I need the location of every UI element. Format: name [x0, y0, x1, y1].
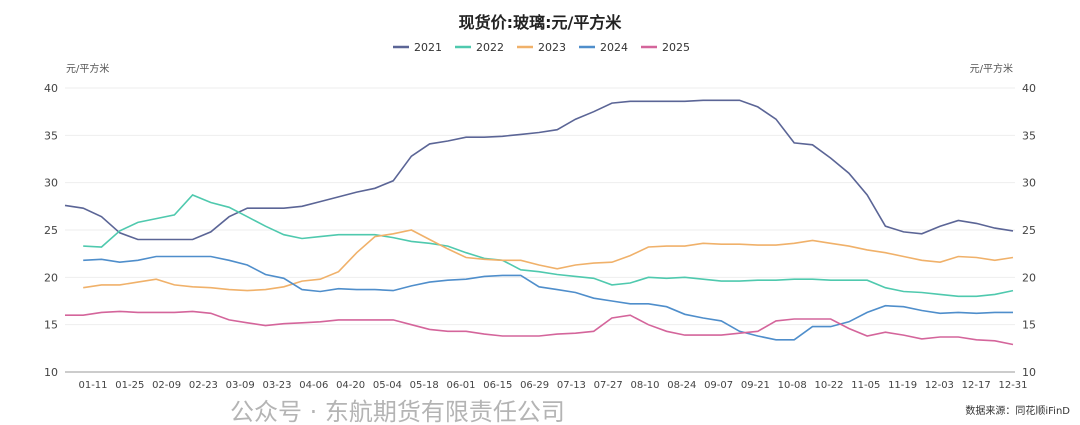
y-tick-label-left: 30	[44, 177, 58, 190]
x-tick-label: 03-09	[226, 380, 255, 391]
x-tick-label: 06-01	[446, 380, 475, 391]
chart-title: 现货价:玻璃:元/平方米	[459, 13, 623, 32]
x-tick-label: 09-07	[704, 380, 733, 391]
series-line-2022	[83, 194, 1014, 298]
x-tick-label: 04-06	[299, 380, 328, 391]
y-tick-label-left: 15	[44, 319, 58, 332]
series-line-2023	[83, 229, 1014, 292]
y-axis-label-right: 元/平方米	[970, 62, 1013, 75]
y-tick-label-left: 40	[44, 82, 58, 95]
y-tick-label-right: 25	[1022, 224, 1036, 237]
legend-label-2022: 2022	[476, 41, 504, 54]
x-tick-label: 12-31	[998, 380, 1027, 391]
x-tick-label: 01-25	[115, 380, 144, 391]
x-tick-label: 05-04	[373, 380, 402, 391]
x-tick-label: 11-05	[851, 380, 880, 391]
legend: 2021 2022 2023 2024 2025	[393, 41, 690, 54]
x-tick-label: 10-08	[778, 380, 807, 391]
x-tick-label: 11-19	[888, 380, 917, 391]
series-lines	[64, 99, 1014, 346]
x-tick-label: 05-18	[410, 380, 439, 391]
x-tick-label: 06-29	[520, 380, 549, 391]
y-tick-label-left: 20	[44, 271, 58, 284]
x-tick-label: 01-11	[78, 380, 107, 391]
x-tick-label: 07-13	[557, 380, 586, 391]
x-tick-label: 10-22	[814, 380, 843, 391]
y-tick-label-right: 40	[1022, 82, 1036, 95]
y-ticks: 10 10 15 15 20 20 25 25 30 30 35 35 40 40	[44, 82, 1036, 379]
x-tick-label: 06-15	[483, 380, 512, 391]
x-tick-label: 08-24	[667, 380, 696, 391]
legend-label-2025: 2025	[662, 41, 690, 54]
y-tick-label-left: 25	[44, 224, 58, 237]
x-tick-label: 04-20	[336, 380, 365, 391]
x-ticks: 01-11 01-25 02-09 02-23 03-09 03-23 04-06 04-20…	[78, 380, 1027, 391]
x-tick-label: 08-10	[630, 380, 659, 391]
y-tick-label-right: 15	[1022, 319, 1036, 332]
y-tick-label-left: 10	[44, 366, 58, 379]
legend-label-2024: 2024	[600, 41, 628, 54]
source-note: 数据来源：同花顺iFinD	[965, 404, 1070, 417]
y-tick-label-right: 20	[1022, 271, 1036, 284]
x-tick-label: 02-23	[189, 380, 218, 391]
grid	[65, 87, 1015, 373]
x-tick-label: 07-27	[594, 380, 623, 391]
y-tick-label-right: 10	[1022, 366, 1036, 379]
watermark: 公众号 · 东航期货有限责任公司	[230, 398, 565, 425]
x-tick-label: 12-03	[925, 380, 954, 391]
y-tick-label-right: 35	[1022, 129, 1036, 142]
x-tick-label: 03-23	[262, 380, 291, 391]
legend-label-2023: 2023	[538, 41, 566, 54]
y-axis-label-left: 元/平方米	[66, 62, 109, 75]
x-tick-label: 09-21	[741, 380, 770, 391]
y-tick-label-left: 35	[44, 129, 58, 142]
x-tick-label: 02-09	[152, 380, 181, 391]
series-line-2024	[83, 255, 1013, 341]
x-tick-label: 12-17	[962, 380, 991, 391]
series-line-2025	[65, 310, 1014, 346]
series-line-2021	[64, 99, 1014, 241]
legend-label-2021: 2021	[414, 41, 442, 54]
y-tick-label-right: 30	[1022, 177, 1036, 190]
